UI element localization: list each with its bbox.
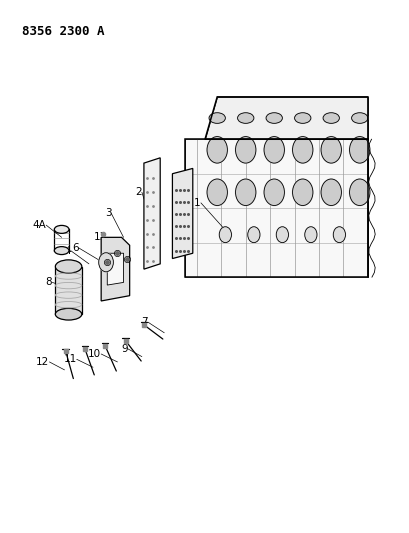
Ellipse shape <box>237 113 253 123</box>
Text: 9: 9 <box>121 344 127 354</box>
Text: 2: 2 <box>135 187 142 197</box>
Text: 8: 8 <box>45 277 52 287</box>
Polygon shape <box>172 168 192 259</box>
Ellipse shape <box>55 309 82 320</box>
Circle shape <box>276 227 288 243</box>
Ellipse shape <box>54 225 69 233</box>
Circle shape <box>349 179 369 206</box>
Ellipse shape <box>54 247 69 255</box>
Polygon shape <box>101 237 129 301</box>
Circle shape <box>304 227 316 243</box>
Text: 3: 3 <box>104 208 111 219</box>
Ellipse shape <box>55 260 82 273</box>
Circle shape <box>99 253 113 272</box>
Circle shape <box>263 179 284 206</box>
Circle shape <box>349 136 369 163</box>
Text: 4A: 4A <box>32 220 46 230</box>
Ellipse shape <box>265 113 282 123</box>
Text: 12: 12 <box>36 357 49 367</box>
Polygon shape <box>107 253 123 285</box>
Text: 8356 2300 A: 8356 2300 A <box>22 25 104 38</box>
Ellipse shape <box>351 113 367 123</box>
Circle shape <box>292 179 312 206</box>
Circle shape <box>235 179 255 206</box>
Circle shape <box>247 227 259 243</box>
Ellipse shape <box>209 113 225 123</box>
Text: 6: 6 <box>72 243 79 253</box>
Circle shape <box>207 179 227 206</box>
Polygon shape <box>184 139 367 277</box>
Text: 11: 11 <box>63 354 76 364</box>
Ellipse shape <box>294 113 310 123</box>
Text: 10: 10 <box>88 349 101 359</box>
Polygon shape <box>204 97 367 139</box>
Polygon shape <box>144 158 160 269</box>
Text: 13: 13 <box>94 232 107 243</box>
Text: 1: 1 <box>194 198 200 208</box>
Circle shape <box>333 227 345 243</box>
Circle shape <box>320 136 341 163</box>
Circle shape <box>235 136 255 163</box>
Circle shape <box>292 136 312 163</box>
Text: 4: 4 <box>64 246 70 256</box>
Circle shape <box>263 136 284 163</box>
Text: 5: 5 <box>104 238 111 248</box>
Circle shape <box>207 136 227 163</box>
Circle shape <box>320 179 341 206</box>
Ellipse shape <box>322 113 339 123</box>
Circle shape <box>219 227 231 243</box>
Polygon shape <box>55 266 82 314</box>
Text: 7: 7 <box>141 317 148 327</box>
